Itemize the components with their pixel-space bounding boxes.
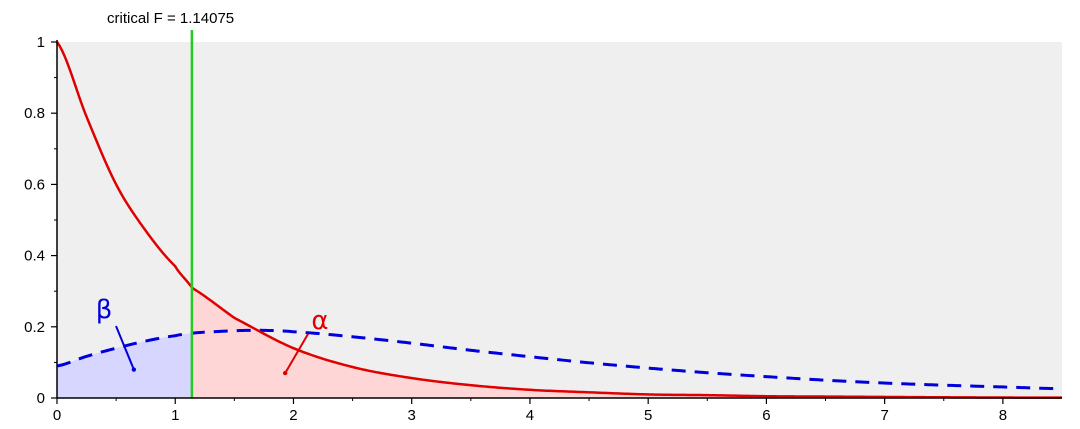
- alpha-area-group: [191, 287, 1063, 398]
- y-tick-label: 0: [37, 390, 45, 407]
- x-tick-label: 2: [289, 407, 297, 424]
- beta-curve: [56, 328, 1063, 391]
- y-tick-label: 0.4: [24, 248, 45, 265]
- series-lines-group: [55, 41, 1063, 399]
- x-tick-label: 5: [644, 407, 652, 424]
- alpha-pointer-dot: [282, 370, 288, 376]
- y-tick-label: 1: [37, 34, 45, 51]
- alpha-label: α: [311, 306, 328, 336]
- x-tick-label: 7: [880, 407, 888, 424]
- y-tick-label: 0.2: [24, 319, 45, 336]
- x-tick-label: 3: [408, 407, 416, 424]
- beta-pointer-line: [115, 325, 135, 370]
- beta-label: β: [96, 295, 113, 325]
- y-tick-label: 0.8: [24, 105, 45, 122]
- ticks-group: 0 1 2 3 4 5 6 7 8 0 0.2 0.4 0.6 0.8 1: [24, 34, 1007, 424]
- alpha-area: [191, 287, 1063, 398]
- x-tick-label: 4: [526, 407, 534, 424]
- beta-area-group: [57, 333, 192, 398]
- alpha-pointer-line: [284, 333, 309, 374]
- axes-group: [56, 40, 1062, 399]
- beta-area: [57, 333, 192, 398]
- beta-pointer-dot: [131, 367, 137, 372]
- x-tick-label: 1: [171, 407, 179, 424]
- alpha-curve: [55, 41, 1062, 399]
- x-tick-label: 0: [53, 407, 61, 424]
- y-tick-label: 0.6: [24, 176, 45, 193]
- x-tick-label: 8: [999, 407, 1007, 424]
- critical-value-label: critical F = 1.14075: [107, 10, 234, 27]
- x-tick-label: 6: [762, 407, 770, 424]
